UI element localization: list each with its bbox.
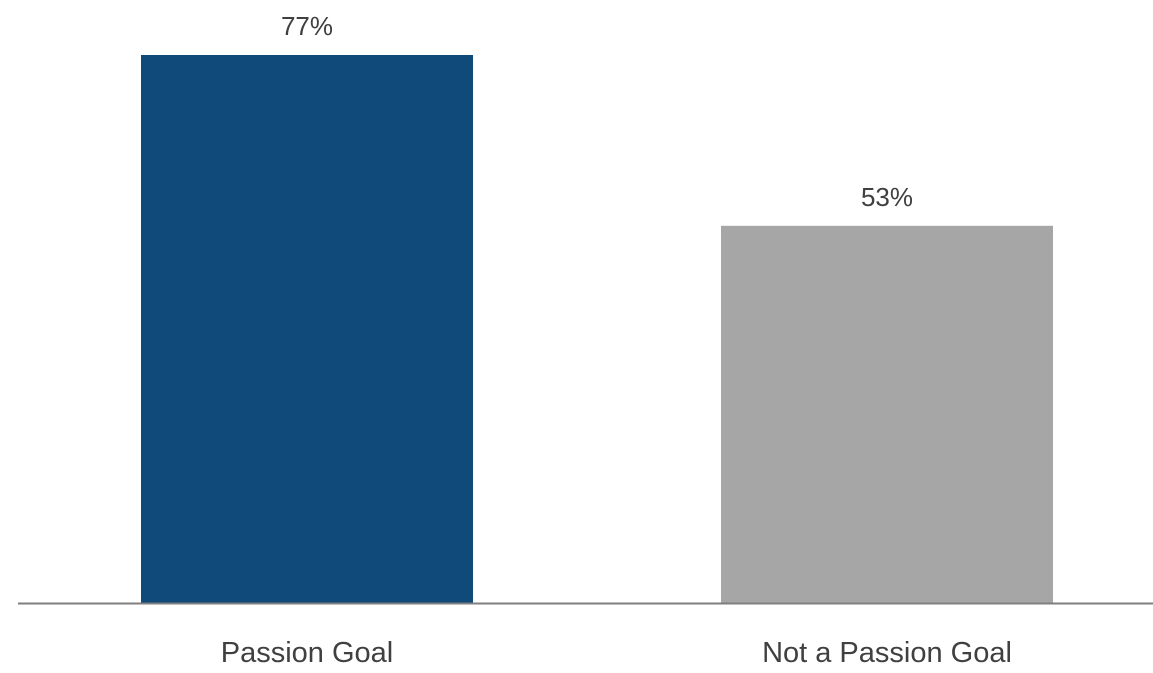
- category-tick-label: Passion Goal: [221, 637, 394, 668]
- bar-not-a-passion-goal: [721, 225, 1053, 604]
- category-tick-label: Not a Passion Goal: [762, 637, 1012, 668]
- bar-passion-goal: [141, 55, 473, 603]
- data-label: 53%: [861, 182, 913, 212]
- data-label: 77%: [281, 11, 333, 41]
